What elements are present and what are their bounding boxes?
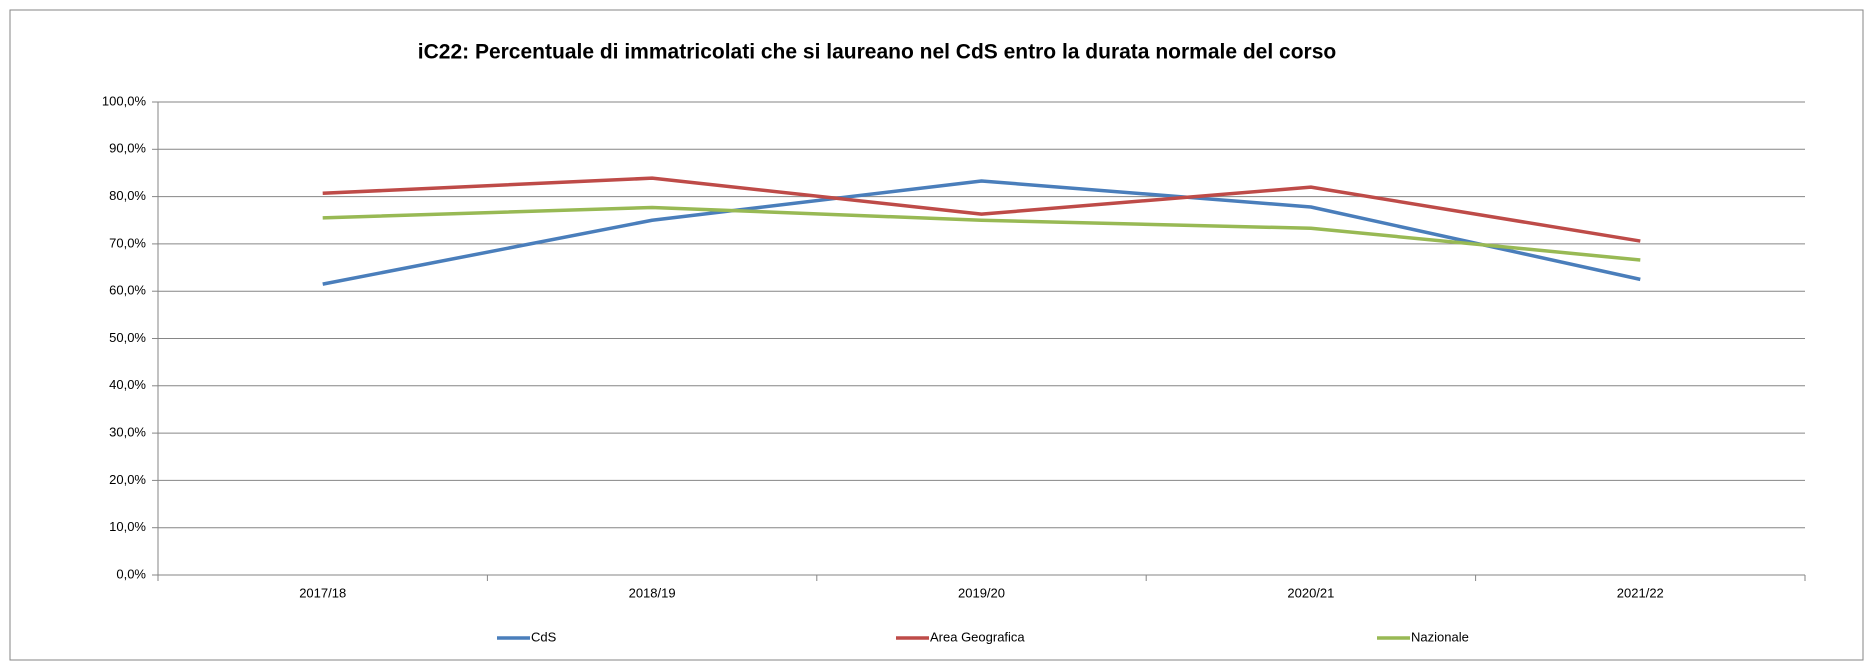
legend-label: CdS [531, 629, 557, 644]
legend-label: Nazionale [1411, 629, 1469, 644]
y-tick-label: 70,0% [109, 235, 146, 250]
y-tick-label: 90,0% [109, 141, 146, 156]
chart-title: iC22: Percentuale di immatricolati che s… [418, 41, 1336, 64]
x-tick-label: 2021/22 [1617, 585, 1664, 600]
x-tick-label: 2017/18 [299, 585, 346, 600]
y-tick-label: 0,0% [116, 566, 146, 581]
x-tick-label: 2020/21 [1287, 585, 1334, 600]
y-tick-label: 40,0% [109, 377, 146, 392]
legend-label: Area Geografica [930, 629, 1025, 644]
y-tick-label: 20,0% [109, 472, 146, 487]
x-tick-label: 2019/20 [958, 585, 1005, 600]
y-tick-label: 60,0% [109, 283, 146, 298]
y-tick-label: 30,0% [109, 425, 146, 440]
chart-border [9, 9, 1864, 661]
series-line [322, 205, 1641, 262]
series-line [322, 179, 1641, 286]
y-tick-label: 100,0% [102, 93, 147, 108]
y-tick-label: 10,0% [109, 519, 146, 534]
series-line [322, 176, 1641, 243]
y-tick-label: 50,0% [109, 330, 146, 345]
y-tick-label: 80,0% [109, 188, 146, 203]
x-tick-label: 2018/19 [629, 585, 676, 600]
